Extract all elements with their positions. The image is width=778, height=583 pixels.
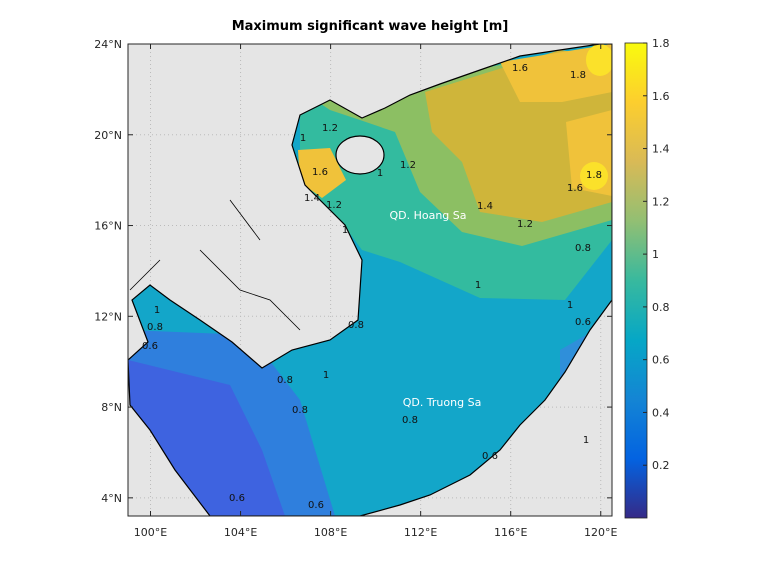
colorbar-tick-label: 1.4 xyxy=(652,143,670,156)
contour-label: 0.6 xyxy=(308,500,324,511)
contour-region xyxy=(500,44,612,102)
contour-label: 1.6 xyxy=(512,63,528,74)
contour-label: 0.8 xyxy=(277,375,293,386)
contour-label: 0.8 xyxy=(348,320,364,331)
border xyxy=(129,199,301,331)
contour-label: 0.6 xyxy=(142,341,158,352)
map-frame xyxy=(127,43,613,517)
contour-label: 0.6 xyxy=(575,317,591,328)
colorbar-tick-label: 0.8 xyxy=(652,301,670,314)
colorbar xyxy=(624,42,648,519)
x-tick-label: 104°E xyxy=(224,526,257,539)
contour-label: 1.8 xyxy=(570,70,586,81)
y-tick-label: 8°N xyxy=(101,401,122,414)
y-tick-label: 16°N xyxy=(94,220,122,233)
place-label: QD. Hoang Sa xyxy=(389,209,466,222)
contour-label: 1 xyxy=(342,225,348,236)
contour-region xyxy=(580,162,608,190)
contour-label: 1.6 xyxy=(312,167,328,178)
contour-label: 1 xyxy=(475,280,481,291)
contour-label: 0.8 xyxy=(402,415,418,426)
y-tick-label: 24°N xyxy=(94,38,122,51)
colorbar-tick-label: 1.2 xyxy=(652,195,670,208)
contour-label: 1.2 xyxy=(400,160,416,171)
x-tick-label: 100°E xyxy=(134,526,167,539)
contour-label: 1.2 xyxy=(326,200,342,211)
place-label: QD. Truong Sa xyxy=(403,396,482,409)
contour-label: 1.6 xyxy=(567,183,583,194)
contour-label: 1 xyxy=(300,133,306,144)
map-title: Maximum significant wave height [m] xyxy=(232,19,509,34)
contour-label: 1 xyxy=(377,168,383,179)
contour-label: 1.2 xyxy=(517,219,533,230)
hainan-island xyxy=(335,135,385,175)
contour-label: 0.8 xyxy=(575,243,591,254)
contour-label: 1.4 xyxy=(477,201,493,212)
contour-label: 0.6 xyxy=(229,493,245,504)
colorbar-tick-label: 0.2 xyxy=(652,459,670,472)
contour-label: 0.8 xyxy=(292,405,308,416)
contour-label: 1.4 xyxy=(304,193,320,204)
x-tick-label: 116°E xyxy=(494,526,527,539)
contour-region xyxy=(298,148,346,198)
colorbar-tick-label: 0.4 xyxy=(652,406,670,419)
y-tick-label: 20°N xyxy=(94,129,122,142)
colorbar-tick-label: 1.6 xyxy=(652,90,670,103)
contour-label: 0.8 xyxy=(147,322,163,333)
contour-labels: 1.6 1.6 1.8 1.8 1.6 1.4 1.2 1.2 1.2 1 1 … xyxy=(142,63,602,511)
contour-label: 1.8 xyxy=(586,170,602,181)
colorbar-tick-label: 1 xyxy=(652,248,659,261)
x-tick-label: 112°E xyxy=(404,526,437,539)
contour-label: 1 xyxy=(323,370,329,381)
contour-label: 1.2 xyxy=(322,123,338,134)
map-area xyxy=(128,44,612,516)
contour-label: 0.6 xyxy=(482,451,498,462)
contour-region xyxy=(586,44,612,76)
colorbar-tick-label: 1.8 xyxy=(652,37,670,50)
x-tick-label: 108°E xyxy=(314,526,347,539)
x-tick-label: 120°E xyxy=(584,526,617,539)
y-tick-label: 12°N xyxy=(94,310,122,323)
y-tick-label: 4°N xyxy=(101,492,122,505)
contour-label: 1 xyxy=(567,300,573,311)
contour-label: 1 xyxy=(583,435,589,446)
colorbar-tick-label: 0.6 xyxy=(652,354,670,367)
contour-label: 1 xyxy=(154,305,160,316)
